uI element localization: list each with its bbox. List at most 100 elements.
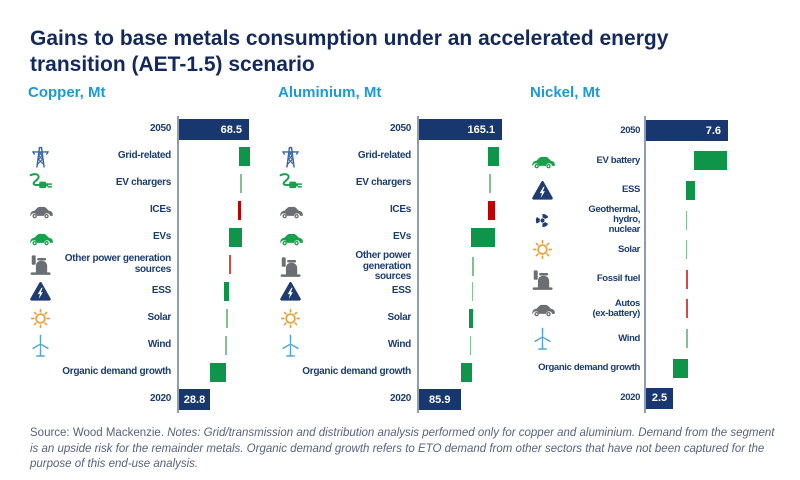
bar-track (644, 175, 728, 206)
waterfall-bar-2050: 68.5 (179, 119, 249, 140)
bar-track (417, 251, 501, 283)
chart-row-evs: EVs (278, 224, 501, 251)
bar-track: 165.1 (417, 116, 502, 143)
chart-row-evs: EVs (28, 224, 261, 251)
bar-track (417, 224, 501, 251)
ev-car-icon (278, 224, 314, 251)
radiation-icon (530, 205, 560, 235)
waterfall-bar-ev-battery (694, 151, 727, 171)
page-title: Gains to base metals consumption under a… (30, 27, 669, 76)
waterfall-bar-2020: 28.8 (179, 389, 210, 410)
row-label: EV battery (596, 154, 641, 166)
bar-value: 28.8 (183, 393, 206, 406)
row-label: Solar (387, 312, 411, 324)
pylon-icon (28, 143, 64, 170)
waterfall-bar-2050: 165.1 (419, 119, 502, 140)
bar-track (417, 359, 501, 386)
bar-track (177, 143, 261, 170)
row-label: Organic demand growth (62, 366, 171, 378)
waterfall-bar-organic-demand-growth (673, 358, 688, 378)
waterfall-bar-solar (226, 309, 228, 328)
row-label: 2050 (149, 123, 171, 135)
row-label: EVs (392, 231, 411, 243)
row-label: ESS (151, 285, 171, 297)
waterfall-bar-2020: 2.5 (646, 387, 673, 409)
chart-row-2020: 2020 2.5 (530, 383, 728, 413)
ice-car-icon (530, 294, 560, 324)
waterfall-bar-evs (229, 228, 242, 247)
chart-row-autos-ex-battery: Autos (ex-battery) (530, 294, 728, 324)
row-label: EV chargers (115, 177, 171, 189)
wind-turbine-icon (278, 332, 314, 359)
chart-row-wind: Wind (278, 332, 501, 359)
chart-row-ev-chargers: EV chargers (28, 170, 261, 197)
ev-charger-icon (28, 170, 64, 197)
chart-row-organic-demand-growth: Organic demand growth (530, 353, 728, 384)
bar-track (644, 264, 728, 295)
chart-row-ices: ICEs (28, 197, 261, 224)
bar-track (417, 332, 501, 359)
waterfall-bar-fossil-fuel (686, 269, 688, 289)
waterfall-bar-ess (471, 282, 473, 301)
pylon-icon (278, 143, 314, 170)
waterfall-bar-ev-chargers (240, 174, 242, 193)
chart-row-wind: Wind (530, 323, 728, 354)
ess-icon (28, 278, 64, 305)
bar-track (177, 359, 261, 386)
chart-row-wind: Wind (28, 332, 261, 359)
panel-title-aluminium: Aluminium, Mt (278, 84, 382, 101)
row-label: 2020 (620, 392, 640, 404)
chart-row-2050: 2050 68.5 (28, 116, 261, 143)
wind-turbine-icon (530, 324, 560, 354)
waterfall-bar-autos-ex-battery (686, 299, 688, 319)
bar-track (417, 305, 501, 332)
chart-row-2050: 2050 7.6 (530, 116, 728, 146)
bar-track (644, 353, 728, 384)
bar-track (177, 197, 261, 224)
waterfall-bar-ices (237, 201, 241, 220)
panel-aluminium: Aluminium, Mt 2050 165.1 Grid-related EV ch… (278, 84, 502, 413)
source-note: Source: Wood Mackenzie. Notes: Grid/tran… (30, 426, 775, 473)
waterfall-bar-grid-related (239, 147, 250, 166)
waterfall-bar-ess (224, 282, 229, 301)
bar-track (177, 305, 261, 332)
waterfall-bar-other-power-generation-sources (229, 255, 231, 274)
row-label: Autos (ex-battery) (592, 298, 640, 319)
row-label: Geothermal, hydro, nuclear (588, 204, 640, 235)
row-label: Organic demand growth (538, 362, 640, 374)
chart-row-grid-related: Grid-related (278, 143, 501, 170)
ev-charger-icon (278, 170, 314, 197)
waterfall-copper: 2050 68.5 Grid-related EV chargers ICEs EVs Ot… (28, 116, 261, 413)
sun-icon (530, 235, 560, 265)
waterfall-bar-organic-demand-growth (210, 363, 226, 382)
bar-track (177, 332, 261, 359)
chart-row-2050: 2050 165.1 (278, 116, 502, 143)
panel-copper: Copper, Mt 2050 68.5 Grid-related EV charge… (28, 84, 261, 413)
bar-track (644, 234, 728, 265)
bar-track (177, 224, 261, 251)
waterfall-bar-evs (471, 228, 495, 247)
row-label: Wind (147, 339, 171, 351)
waterfall-aluminium: 2050 165.1 Grid-related EV chargers ICEs EVs O… (278, 116, 502, 413)
bar-value: 68.5 (220, 123, 242, 136)
ess-icon (530, 175, 560, 205)
row-label: EVs (152, 231, 171, 243)
chart-row-organic-demand-growth: Organic demand growth (278, 359, 501, 386)
bar-track (417, 143, 501, 170)
chart-row-2020: 2020 28.8 (28, 386, 261, 413)
sun-icon (278, 305, 314, 332)
chart-row-grid-related: Grid-related (28, 143, 261, 170)
panel-title-nickel: Nickel, Mt (530, 84, 601, 101)
wind-turbine-icon (28, 332, 64, 359)
bar-track: 2.5 (644, 383, 728, 413)
power-plant-icon (28, 251, 64, 278)
chart-row-ess: ESS (530, 175, 728, 206)
ev-car-icon (530, 146, 560, 176)
waterfall-bar-ev-chargers (489, 174, 491, 193)
row-label: 2020 (389, 393, 411, 405)
row-label: Organic demand growth (302, 366, 411, 378)
bar-value: 165.1 (467, 123, 495, 136)
bar-track (644, 205, 728, 235)
chart-row-other-power-generation-sources: Other power generation sources (28, 251, 261, 278)
ice-car-icon (278, 197, 314, 224)
